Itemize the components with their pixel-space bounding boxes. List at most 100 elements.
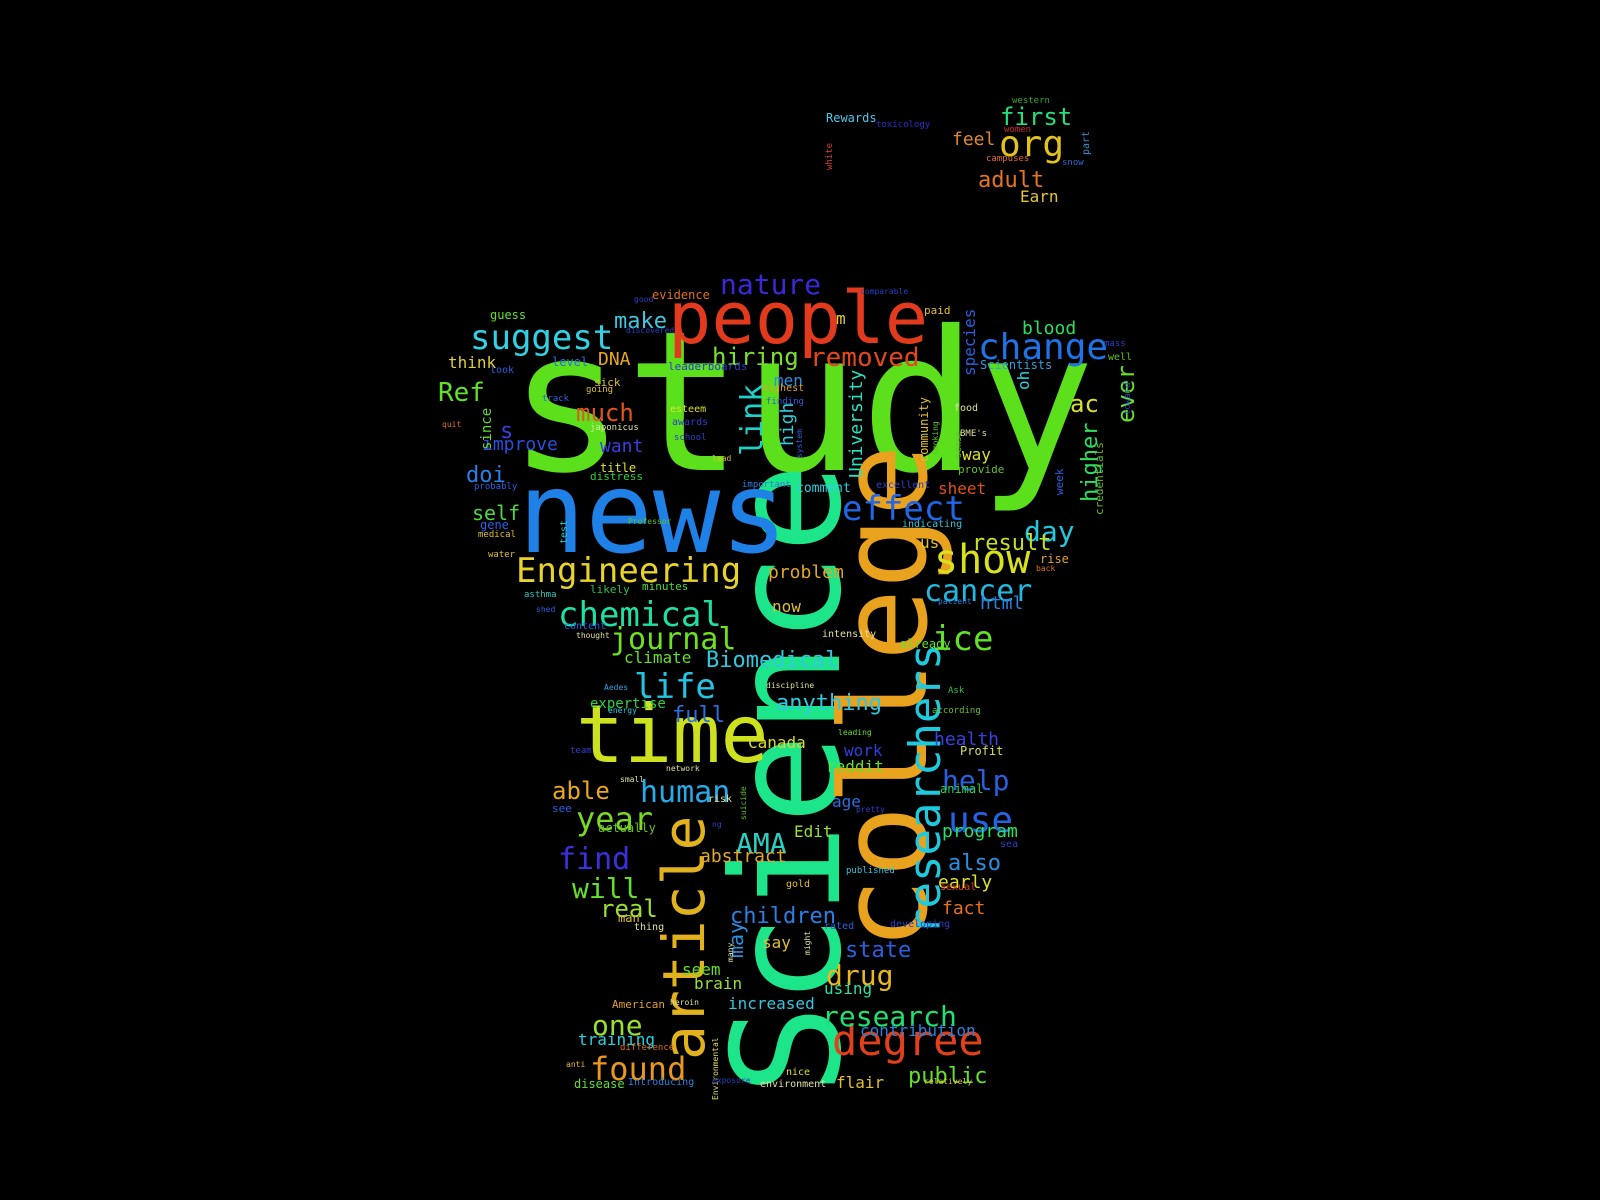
word-abstract: abstract (700, 846, 787, 867)
word-ask: Ask (948, 686, 965, 696)
word-credentials: credentials (1093, 442, 1106, 515)
word-blood: blood (1022, 318, 1077, 339)
word-toxicology: toxicology (876, 120, 931, 130)
word-patient: patient (938, 597, 972, 606)
word-paid: paid (924, 304, 951, 317)
word-profit: Profit (960, 744, 1004, 758)
word-training: training (578, 1030, 656, 1049)
word-many: many (726, 942, 735, 962)
word-state: state (845, 938, 912, 963)
word-see: see (552, 802, 572, 815)
word-problem: problem (768, 562, 844, 583)
word-probably: probably (474, 482, 518, 492)
word-change: change (978, 327, 1109, 368)
word-journal: journal (610, 622, 737, 657)
word-feel: feel (952, 129, 996, 150)
word-drug: drug (826, 959, 894, 992)
word-sheet: sheet (938, 479, 987, 498)
word-track: track (542, 394, 570, 404)
word-anti: anti (566, 1060, 586, 1069)
word-provide: provide (958, 463, 1005, 476)
word-ice: ice (932, 619, 994, 659)
word-m: m (836, 309, 846, 328)
word-org: org (999, 124, 1065, 165)
word-university: University (846, 369, 867, 478)
word-effect: effect (842, 489, 965, 529)
word-scientists: Scientists (980, 358, 1053, 372)
word-might: might (803, 930, 812, 955)
word-japonicus: japonicus (590, 423, 639, 433)
word-gold: gold (786, 879, 811, 890)
word-snow: snow (1062, 158, 1084, 168)
word-age: age (832, 792, 861, 811)
word-program: program (942, 821, 1018, 842)
word-awards: awards (672, 417, 709, 428)
word-environmental: Environmental (711, 1037, 720, 1100)
word-want: want (600, 436, 644, 457)
word-energy: energy (608, 706, 637, 715)
word-full: full (672, 703, 725, 728)
word-doi: doi (466, 463, 506, 488)
word-likely: likely (590, 583, 630, 596)
word-much: much (576, 399, 634, 427)
word-important: important (742, 480, 791, 490)
word-dna: DNA (598, 349, 631, 370)
word-canada: Canada (748, 733, 806, 752)
word-quit: quit (442, 420, 462, 429)
word-distress: distress (590, 470, 643, 483)
word-exposure: exposure (712, 1076, 751, 1085)
word-published: published (846, 866, 895, 876)
word-medical: medical (478, 530, 516, 540)
word-time: time (576, 688, 769, 781)
word-nice: nice (786, 1067, 811, 1078)
word-good: good (634, 295, 654, 304)
word-american: American (612, 998, 665, 1011)
word-show: show (934, 537, 1031, 583)
word-result: result (972, 531, 1052, 556)
word-find: find (558, 842, 631, 877)
word-degree: degree (832, 1016, 984, 1065)
word-engineering: Engineering (516, 551, 742, 591)
word-team: team (570, 746, 592, 756)
word-increased: increased (728, 994, 815, 1013)
word-difference: difference (620, 1043, 675, 1053)
word-aedes: Aedes (604, 683, 629, 692)
word-rewards: Rewards (826, 111, 877, 125)
word-earn: Earn (1020, 187, 1059, 206)
word-real: real (600, 895, 658, 923)
word-pretty: pretty (856, 805, 885, 814)
word-content: content (564, 621, 607, 632)
word-women: women (1004, 125, 1032, 135)
word-adult: adult (978, 168, 1045, 193)
word-first: first (1000, 103, 1073, 131)
word-disease: disease (574, 1077, 625, 1091)
word-water: water (488, 550, 516, 560)
word-ama: AMA (736, 827, 787, 860)
word-community: community (917, 396, 931, 462)
word-make: make (614, 309, 667, 334)
word-s: s (500, 419, 514, 444)
word-cancer: cancer (924, 574, 1033, 609)
word-ng: ng (712, 820, 722, 829)
word-bme-s: BME's (960, 429, 988, 439)
word-thought: thought (576, 631, 610, 640)
word-rise: rise (1040, 552, 1069, 566)
word-developing: developing (890, 919, 951, 930)
word-public: public (908, 1064, 988, 1089)
word-evidence: evidence (652, 288, 710, 302)
word-flair: flair (836, 1073, 885, 1092)
word-hiring: hiring (712, 343, 799, 371)
word-us: us (920, 533, 940, 552)
word-will: will (572, 872, 640, 905)
word-indicating: indicating (902, 519, 963, 530)
word-thing: thing (634, 922, 665, 933)
word-using: using (824, 979, 873, 998)
word-contribution: contribution (860, 1021, 976, 1040)
word-anything: anything (776, 691, 882, 716)
word-expertise: expertise (590, 696, 666, 712)
word-highest: highest (762, 383, 805, 394)
word-human: human (640, 775, 731, 810)
word-level: level (552, 355, 589, 369)
word-finding: finding (766, 397, 804, 407)
word-actually: actually (598, 821, 656, 835)
